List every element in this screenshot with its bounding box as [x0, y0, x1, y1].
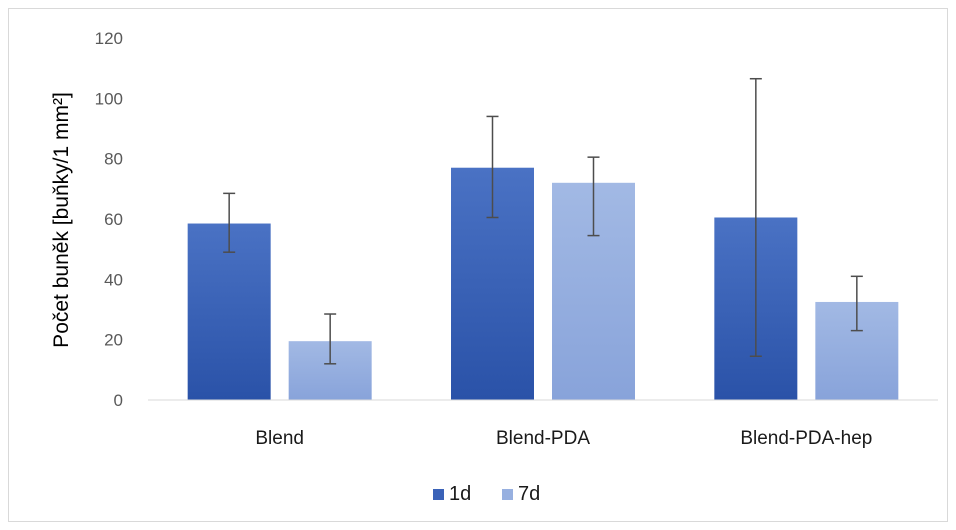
y-tick-label: 100 [95, 89, 123, 108]
error-bars [223, 77, 863, 365]
y-tick-label: 60 [104, 210, 123, 229]
legend-label-7d: 7d [518, 483, 540, 505]
y-axis-label: Počet buněk [buňky/1 mm²] [50, 92, 73, 348]
category-label: Blend-PDA-hep [740, 428, 872, 449]
legend: 1d 7d [433, 483, 540, 505]
y-tick-label: 80 [104, 150, 123, 169]
y-tick-labels: 0 20 40 60 80 100 120 [95, 29, 123, 410]
legend-label-1d: 1d [449, 483, 471, 505]
y-axis-label-group: Počet buněk [buňky/1 mm²] [50, 92, 73, 348]
category-label: Blend [255, 428, 304, 449]
y-tick-label: 120 [95, 29, 123, 48]
bars [187, 167, 899, 400]
legend-swatch-7d [502, 489, 513, 500]
y-tick-label: 40 [104, 270, 123, 289]
legend-swatch-1d [433, 489, 444, 500]
category-labels: Blend Blend-PDA Blend-PDA-hep [255, 428, 872, 449]
category-label: Blend-PDA [496, 428, 590, 449]
bar-1d-0 [187, 223, 271, 400]
y-tick-label: 20 [104, 331, 123, 350]
y-tick-label: 0 [114, 391, 123, 410]
